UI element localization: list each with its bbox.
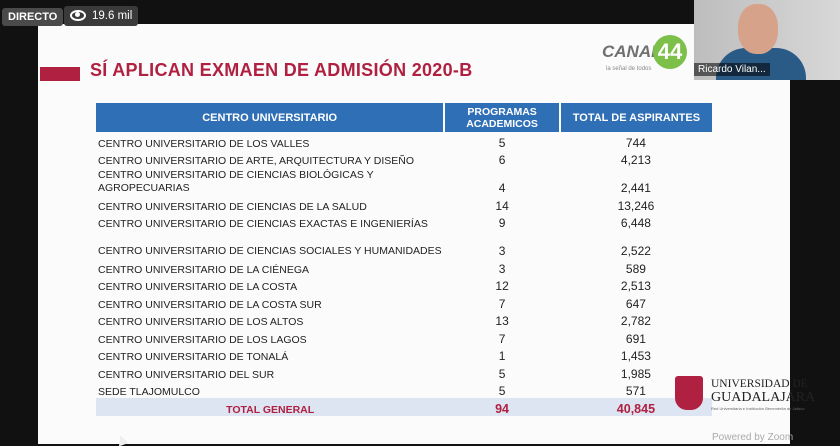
row-applicants: 744 [625,135,646,150]
row-programs: 13 [495,314,509,328]
table-row: CENTRO UNIVERSITARIO DE LA CIÉNEGA 3 589 [96,258,712,276]
row-center-name: CENTRO UNIVERSITARIO DE ARTE, ARQUITECTU… [98,155,415,167]
row-programs: 9 [498,216,506,230]
live-badge: DIRECTO [2,8,64,26]
university-logo-line3: Red Universitaria e Institución Beneméri… [711,406,805,411]
table-row: CENTRO UNIVERSITARIO DE CIENCIAS DE LA S… [96,195,712,213]
row-applicants: 2,441 [620,181,651,195]
table-row: CENTRO UNIVERSITARIO DE LOS LAGOS 7 691 [96,328,712,346]
row-applicants: 1,985 [620,366,651,381]
row-programs: 5 [498,135,506,150]
row-programs: 14 [495,198,509,213]
row-applicants: 6,448 [620,216,651,230]
table-row: CENTRO UNIVERSITARIO DE LOS VALLES 5 744 [96,132,712,150]
participant-video[interactable]: Ricardo Vilan... [694,0,840,80]
table-row: CENTRO UNIVERSITARIO DE LA COSTA SUR 7 647 [96,293,712,311]
row-center-name: CENTRO UNIVERSITARIO DE CIENCIAS SOCIALE… [98,245,442,257]
channel-logo-tagline: la señal de todos [606,66,652,72]
header-applicants: TOTAL DE ASPIRANTES [559,103,712,132]
table-row: CENTRO UNIVERSITARIO DE LOS ALTOS 13 2,782 [96,311,712,328]
total-label: TOTAL GENERAL [96,398,445,416]
row-programs: 4 [498,181,506,195]
row-applicants: 4,213 [620,153,651,167]
header-center: CENTRO UNIVERSITARIO [96,103,446,132]
header-programs: PROGRAMAS ACADEMICOS [444,103,561,132]
crest-icon [675,376,703,410]
row-center-name: SEDE TLAJOMULCO [98,386,200,398]
table-row: CENTRO UNIVERSITARIO DE TONALÁ 1 1,453 [96,346,712,363]
row-programs: 7 [498,331,506,346]
presentation-slide [38,24,790,444]
row-programs: 7 [498,296,506,311]
row-center-name: CENTRO UNIVERSITARIO DE LOS LAGOS [98,333,307,346]
total-row: TOTAL GENERAL 94 40,845 [96,398,712,416]
table-row: CENTRO UNIVERSITARIO DEL SUR 5 1,985 [96,363,712,381]
admissions-table: CENTRO UNIVERSITARIO PROGRAMAS ACADEMICO… [96,103,712,416]
row-center-name: CENTRO UNIVERSITARIO DE LOS ALTOS [98,316,304,328]
row-applicants: 589 [625,261,646,276]
table-row: CENTRO UNIVERSITARIO DE CIENCIAS EXACTAS… [96,213,712,230]
total-programs: 94 [444,398,560,416]
row-center-name: CENTRO UNIVERSITARIO DE LA CIÉNEGA [98,263,310,276]
row-programs: 3 [498,244,506,258]
total-applicants: 40,845 [559,398,712,416]
table-row: SEDE TLAJOMULCO 5 571 [96,381,712,398]
zoom-watermark: Powered by Zoom [712,432,794,443]
row-programs: 6 [498,153,506,167]
university-logo-line2: GUADALAJARA [711,390,816,405]
channel-logo: CANAL 44 la señal de todos [600,35,692,76]
view-count-value: 19.6 mil [92,10,133,22]
row-applicants: 2,782 [620,314,651,328]
university-logo: UNIVERSIDAD DE GUADALAJARA Red Universit… [675,374,815,414]
row-programs: 3 [498,261,506,276]
table-row: CENTRO UNIVERSITARIO DE CIENCIAS SOCIALE… [96,230,712,258]
row-center-name: CENTRO UNIVERSITARIO DE CIENCIAS EXACTAS… [98,218,428,230]
channel-logo-number: 44 [653,35,687,69]
row-applicants: 2,513 [620,279,651,293]
table-row: CENTRO UNIVERSITARIO DE LA COSTA 12 2,513 [96,276,712,293]
row-center-name: CENTRO UNIVERSITARIO DE LOS VALLES [98,137,310,150]
row-applicants: 647 [625,296,646,311]
participant-name: Ricardo Vilan... [694,63,770,76]
view-count: 19.6 mil [64,6,139,26]
row-programs: 12 [495,279,509,293]
row-applicants: 571 [625,384,646,398]
slide-title: SÍ APLICAN EXMAEN DE ADMISIÓN 2020-B [90,60,473,80]
row-center-name: CENTRO UNIVERSITARIO DE CIENCIAS BIOLÓGI… [98,169,374,194]
title-accent-bar [40,67,80,81]
eye-icon [70,10,86,22]
row-center-name: CENTRO UNIVERSITARIO DE CIENCIAS DE LA S… [98,200,367,213]
participant-head [738,4,778,54]
row-center-name: CENTRO UNIVERSITARIO DEL SUR [98,368,275,381]
table-row: CENTRO UNIVERSITARIO DE ARTE, ARQUITECTU… [96,150,712,167]
table-row: CENTRO UNIVERSITARIO DE CIENCIAS BIOLÓGI… [96,167,712,195]
university-logo-line1: UNIVERSIDAD DE [711,378,808,390]
row-applicants: 691 [625,331,646,346]
row-applicants: 13,246 [617,198,655,213]
row-programs: 5 [498,384,506,398]
row-programs: 1 [498,349,506,363]
channel-logo-text: CANAL [602,42,662,61]
row-center-name: CENTRO UNIVERSITARIO DE LA COSTA [98,281,298,293]
row-applicants: 2,522 [620,244,651,258]
row-applicants: 1,453 [620,349,651,363]
row-center-name: CENTRO UNIVERSITARIO DE TONALÁ [98,351,289,363]
row-center-name: CENTRO UNIVERSITARIO DE LA COSTA SUR [98,298,322,311]
row-programs: 5 [498,366,506,381]
